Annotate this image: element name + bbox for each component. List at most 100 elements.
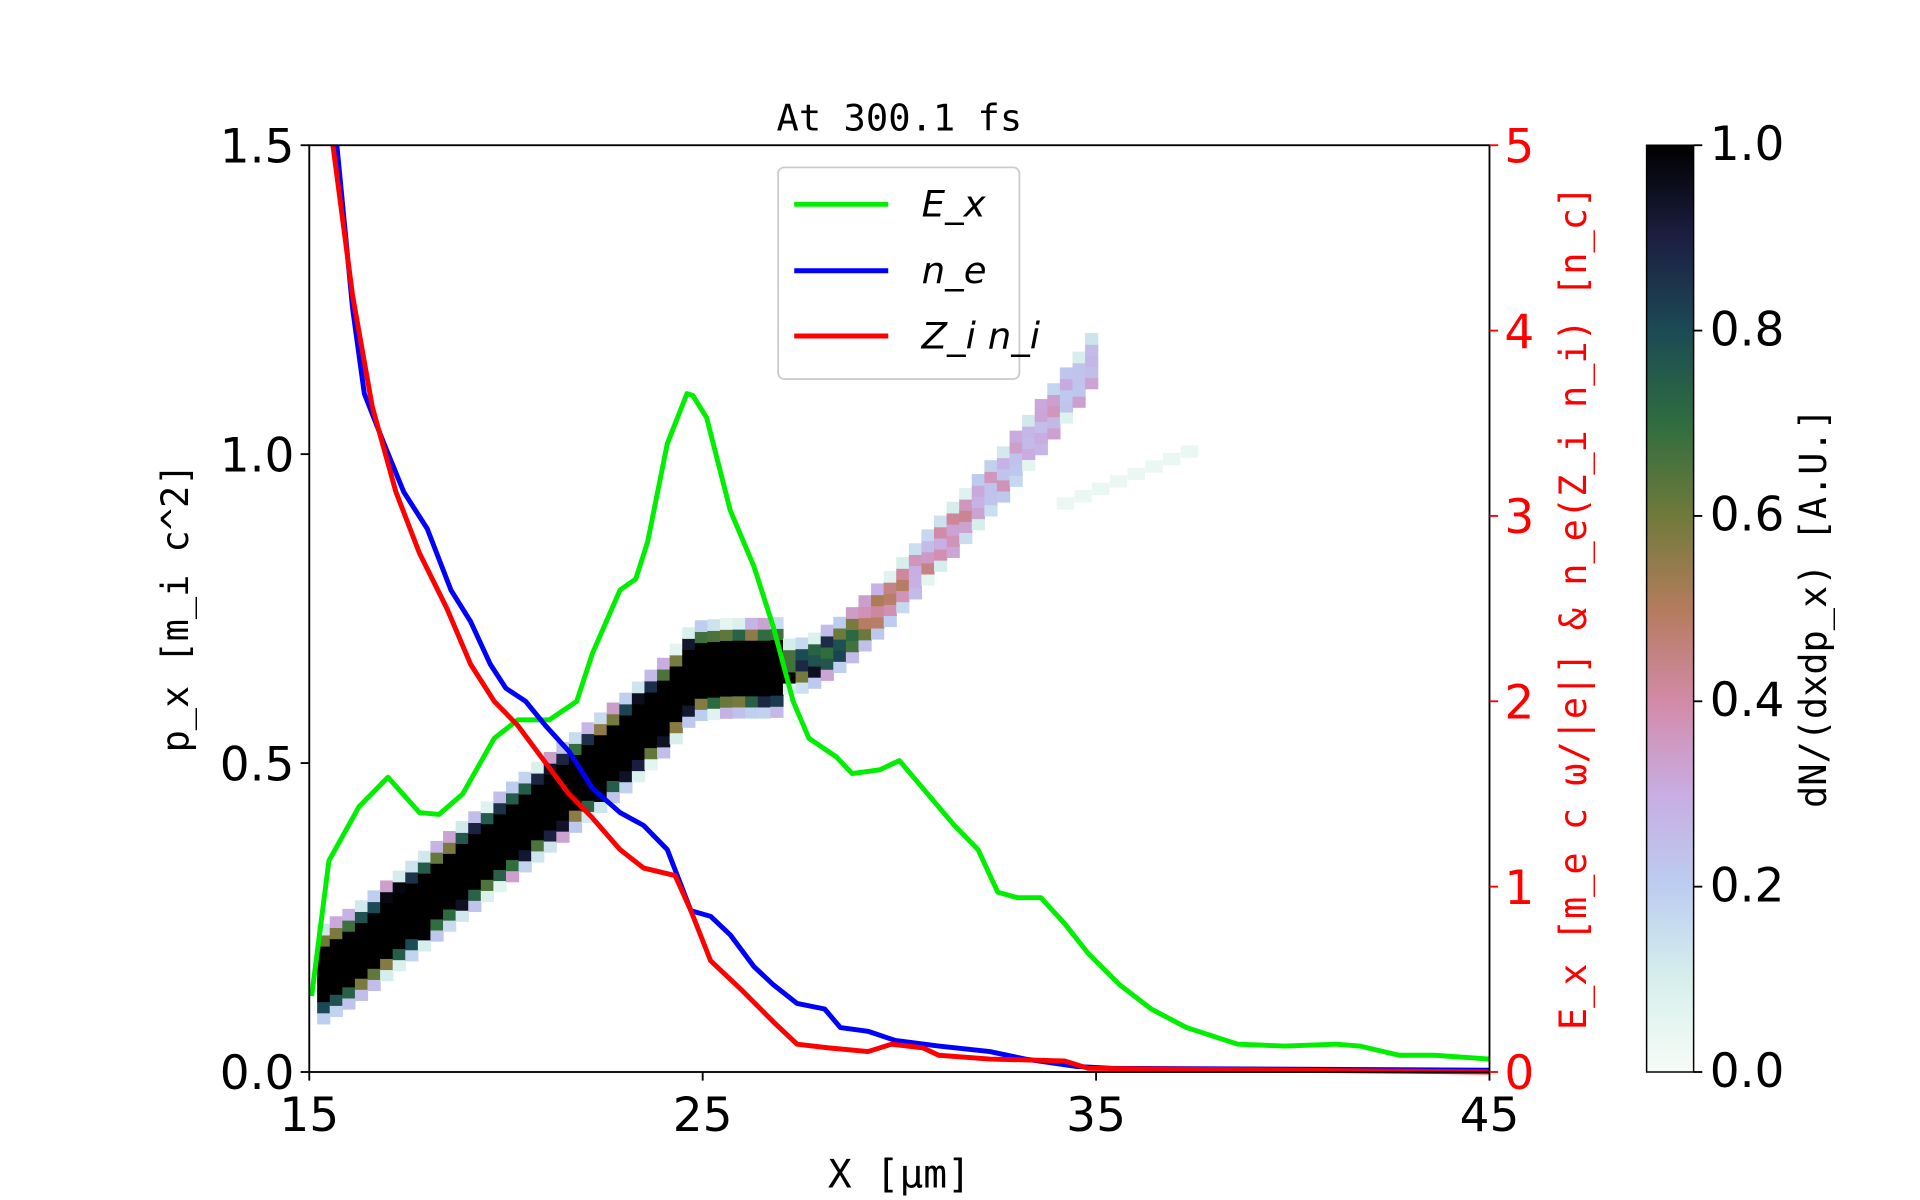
heatmap-cell bbox=[644, 736, 658, 749]
x-axis-label: X [μm] bbox=[828, 1152, 971, 1198]
heatmap-cell bbox=[342, 997, 356, 1010]
heatmap-cell bbox=[858, 628, 872, 641]
heatmap-cell bbox=[1009, 430, 1023, 443]
heatmap-cell bbox=[392, 903, 406, 916]
heatmap-cell bbox=[581, 733, 595, 746]
heatmap-cell bbox=[392, 915, 406, 927]
heatmap-cell bbox=[795, 637, 809, 650]
heatmap-cell bbox=[808, 654, 822, 667]
heatmap-cell bbox=[719, 695, 734, 708]
heatmap-cell bbox=[719, 640, 734, 653]
heatmap-cell bbox=[354, 978, 369, 990]
heatmap-cell bbox=[719, 651, 734, 664]
heatmap-cell bbox=[984, 460, 998, 472]
heatmap-cell bbox=[594, 756, 608, 769]
heatmap-cell bbox=[719, 707, 734, 719]
colorbar-tick-label: 0.0 bbox=[1710, 1044, 1785, 1099]
heatmap-cell bbox=[417, 928, 432, 941]
heatmap-cell bbox=[543, 840, 557, 853]
heatmap-cell bbox=[518, 838, 532, 851]
heatmap-cell bbox=[934, 560, 948, 572]
heatmap-cell bbox=[858, 606, 872, 619]
heatmap-cell bbox=[984, 493, 998, 506]
heatmap-cell bbox=[342, 920, 356, 932]
heatmap-cell bbox=[644, 703, 658, 715]
heatmap-cell bbox=[1085, 355, 1099, 368]
heatmap-cell bbox=[808, 643, 822, 656]
heatmap-cell bbox=[606, 713, 620, 726]
heatmap-cell bbox=[669, 665, 683, 678]
heatmap-cell bbox=[518, 782, 532, 795]
heatmap-cell bbox=[543, 785, 557, 798]
heatmap-cell bbox=[707, 663, 721, 676]
heatmap-cell bbox=[518, 816, 532, 828]
heatmap-cell bbox=[568, 798, 583, 811]
heatmap-cell bbox=[606, 724, 620, 737]
heatmap-cell bbox=[770, 617, 784, 629]
heatmap-cell bbox=[405, 938, 419, 951]
heatmap-cell bbox=[770, 661, 784, 674]
heatmap-cell bbox=[531, 784, 545, 796]
heatmap-cell bbox=[342, 931, 356, 943]
heatmap-cell bbox=[631, 692, 646, 705]
heatmap-cell bbox=[745, 617, 759, 630]
heatmap-cell bbox=[745, 662, 759, 675]
heatmap-cell bbox=[795, 659, 809, 672]
heatmap-cell bbox=[946, 512, 960, 525]
heatmap-cell bbox=[443, 842, 457, 854]
heatmap-cell bbox=[946, 501, 960, 514]
heatmap-cell bbox=[732, 629, 746, 641]
heatmap-cell bbox=[694, 653, 709, 666]
heatmap-cell bbox=[1009, 441, 1023, 454]
heatmap-cell bbox=[405, 894, 419, 906]
heatmap-cell bbox=[443, 908, 457, 921]
heatmap-cell bbox=[896, 601, 910, 614]
heatmap-cell bbox=[908, 543, 923, 555]
heatmap-cell bbox=[669, 710, 683, 723]
heatmap-cell bbox=[732, 640, 746, 652]
heatmap-cell bbox=[631, 681, 646, 694]
heatmap-cell bbox=[1085, 333, 1099, 345]
heatmap-cell bbox=[556, 786, 570, 799]
heatmap-cell bbox=[1009, 452, 1023, 465]
y-right-tick-label: 2 bbox=[1504, 676, 1534, 731]
heatmap-cell bbox=[908, 565, 923, 578]
heatmap-cell bbox=[342, 975, 356, 988]
heatmap-cell bbox=[455, 843, 469, 856]
heatmap-cell bbox=[921, 573, 935, 586]
heatmap-cell bbox=[657, 735, 671, 748]
heatmap-cell bbox=[317, 934, 331, 947]
heatmap-cell bbox=[543, 818, 557, 831]
heatmap-cell bbox=[606, 791, 620, 804]
heatmap-cell bbox=[367, 934, 381, 947]
heatmap-cell bbox=[1072, 396, 1086, 408]
y-left-tick-label: 0.5 bbox=[220, 737, 295, 792]
heatmap-cell bbox=[745, 673, 759, 686]
heatmap-cell bbox=[518, 849, 532, 862]
heatmap-cell bbox=[543, 751, 557, 764]
heatmap-cell bbox=[1034, 410, 1048, 422]
heatmap-cell bbox=[845, 640, 860, 653]
heatmap-cell bbox=[644, 747, 658, 760]
heatmap-cell bbox=[707, 619, 721, 631]
heatmap-cell bbox=[1059, 400, 1074, 413]
heatmap-cell bbox=[1047, 427, 1061, 440]
heatmap-cell bbox=[959, 532, 973, 545]
heatmap-cell bbox=[405, 871, 419, 884]
series-line-e_x bbox=[309, 391, 1490, 1062]
heatmap-cell bbox=[896, 568, 910, 580]
plot-frame bbox=[308, 144, 1491, 1073]
heatmap-cell bbox=[757, 617, 771, 630]
heatmap-cell bbox=[657, 702, 671, 715]
heatmap-cell bbox=[707, 685, 721, 698]
legend-label-zini: Z_i n_i bbox=[921, 314, 1041, 357]
heatmap-cell bbox=[367, 945, 381, 958]
heatmap-cell bbox=[317, 945, 331, 958]
heatmap-cell bbox=[619, 714, 633, 727]
heatmap-cell bbox=[468, 855, 482, 868]
heatmap-cell bbox=[480, 812, 495, 825]
heatmap-cell bbox=[971, 496, 985, 509]
heatmap-cell bbox=[883, 582, 897, 594]
heatmap-cell bbox=[417, 917, 432, 930]
heatmap-cell bbox=[392, 870, 406, 883]
